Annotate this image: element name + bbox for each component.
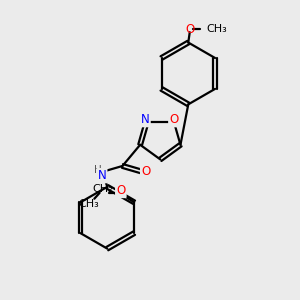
Text: N: N <box>98 169 106 182</box>
Text: O: O <box>185 23 194 36</box>
Text: O: O <box>169 113 178 126</box>
Text: O: O <box>116 184 125 197</box>
Text: CH₂: CH₂ <box>92 184 113 194</box>
Text: CH₃: CH₃ <box>206 24 227 34</box>
Text: CH₃: CH₃ <box>79 199 99 209</box>
Text: O: O <box>141 165 150 178</box>
Text: N: N <box>141 113 150 126</box>
Text: H: H <box>94 165 102 175</box>
